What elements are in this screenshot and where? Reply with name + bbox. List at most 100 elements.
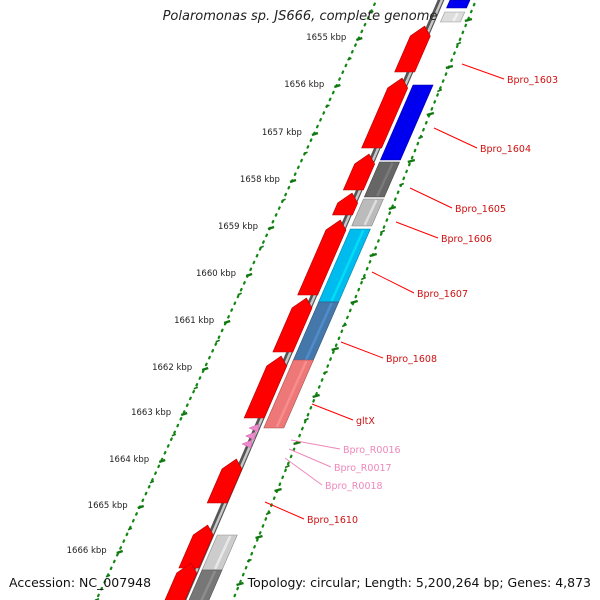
ruler-minor-tick bbox=[127, 527, 133, 531]
gene-bottom-dark[interactable] bbox=[187, 569, 223, 600]
ruler-tick-outer bbox=[303, 417, 309, 422]
label-leader-line bbox=[264, 501, 305, 520]
ruler-major-tick bbox=[289, 178, 297, 184]
gene-top-blue[interactable] bbox=[446, 0, 471, 9]
label-leader-line bbox=[461, 63, 505, 80]
label-leader-line bbox=[409, 187, 453, 209]
accession-text: Accession: NC_007948 bbox=[9, 575, 152, 590]
ruler-tick-outer bbox=[445, 64, 454, 70]
ruler-label: 1659 kbp bbox=[218, 222, 258, 232]
ruler-label: 1658 kbp bbox=[240, 175, 280, 185]
ruler-major-tick bbox=[267, 225, 275, 231]
ruler-tick-outer bbox=[398, 182, 405, 187]
gene-label: gltX bbox=[356, 416, 375, 427]
ruler-label: 1666 kbp bbox=[67, 546, 107, 556]
ruler-tick-outer bbox=[407, 158, 416, 164]
gene-label: Bpro_R0016 bbox=[343, 445, 401, 456]
gene-rna-R0016 bbox=[248, 423, 260, 433]
gene-cds-red-6[interactable] bbox=[272, 297, 313, 353]
ruler-tick-outer bbox=[350, 299, 359, 305]
ruler-tick-outer bbox=[322, 370, 328, 375]
ruler-tick-outer bbox=[341, 323, 347, 328]
gene-label: Bpro_1608 bbox=[386, 354, 437, 365]
ruler-minor-tick bbox=[347, 57, 352, 61]
ruler-tick-outer bbox=[456, 41, 462, 46]
ruler-minor-tick bbox=[237, 292, 242, 296]
ruler-minor-tick bbox=[171, 433, 177, 437]
label-leader-line bbox=[288, 448, 332, 468]
ruler-major-tick bbox=[223, 319, 231, 325]
ruler-label: 1661 kbp bbox=[174, 316, 214, 326]
ruler-label: 1664 kbp bbox=[109, 455, 149, 465]
ruler-tick-outer bbox=[464, 17, 473, 23]
ruler-label: 1660 kbp bbox=[196, 269, 236, 279]
gene-rna-R0017 bbox=[244, 431, 256, 441]
gene-label: Bpro_1610 bbox=[307, 515, 358, 526]
ruler-tick-outer bbox=[312, 393, 320, 399]
ruler-tick-outer bbox=[255, 534, 263, 540]
ruler-tick-outer bbox=[293, 440, 301, 446]
gene-label: Bpro_1604 bbox=[480, 144, 531, 155]
ruler-label: 1663 kbp bbox=[131, 408, 171, 418]
ruler-label: 1662 kbp bbox=[152, 363, 192, 373]
ruler-minor-tick bbox=[149, 480, 155, 484]
ruler-tick-outer bbox=[379, 229, 386, 234]
ruler-minor-tick bbox=[303, 151, 308, 155]
gene-cds-red-4[interactable] bbox=[332, 192, 359, 216]
ruler-tick-outer bbox=[236, 581, 244, 587]
gene-label: Bpro_R0017 bbox=[334, 463, 392, 474]
ruler-major-tick bbox=[137, 504, 145, 510]
ruler-tick-outer bbox=[369, 252, 378, 258]
ruler-minor-tick bbox=[215, 339, 221, 343]
ruler-tick-outer bbox=[417, 135, 424, 140]
gene-label: Bpro_1606 bbox=[441, 234, 492, 245]
gene-1604[interactable] bbox=[379, 84, 434, 161]
ruler-major-tick bbox=[180, 411, 188, 417]
gene-cds-red-10[interactable] bbox=[163, 562, 198, 600]
gene-cds-1603[interactable] bbox=[394, 25, 431, 73]
gene-1605[interactable] bbox=[363, 161, 400, 198]
ruler-minor-tick bbox=[105, 574, 111, 578]
ruler-tick-outer bbox=[331, 346, 339, 352]
ruler-minor-tick bbox=[259, 245, 264, 249]
map-title: Polaromonas sp. JS666, complete genome bbox=[162, 9, 438, 24]
gene-cds-1610[interactable] bbox=[206, 458, 243, 504]
label-leader-line bbox=[395, 221, 439, 239]
topology-text: Topology: circular; Length: 5,200,264 bp… bbox=[247, 575, 591, 590]
ruler-tick-outer bbox=[246, 558, 252, 563]
ruler-label: 1655 kbp bbox=[306, 33, 346, 43]
gene-label: Bpro_1603 bbox=[507, 75, 558, 86]
ruler-tick-outer bbox=[388, 205, 397, 211]
ruler-label: 1665 kbp bbox=[88, 501, 128, 511]
ruler-tick-outer bbox=[437, 88, 443, 93]
ruler-tick-outer bbox=[265, 511, 271, 516]
label-leader-line bbox=[290, 439, 341, 450]
gene-gltX[interactable] bbox=[263, 359, 314, 429]
ruler-tick-outer bbox=[284, 464, 290, 469]
ruler-dotted-line-outer bbox=[231, 0, 478, 600]
gene-cds-red-3[interactable] bbox=[342, 153, 375, 191]
gene-rna-R0018 bbox=[241, 439, 253, 449]
gene-cds-red-5[interactable] bbox=[297, 219, 347, 296]
ruler-major-tick bbox=[355, 36, 363, 42]
gene-cds-red-2[interactable] bbox=[361, 77, 409, 149]
ruler-major-tick bbox=[245, 272, 253, 278]
ruler-major-tick bbox=[333, 83, 341, 89]
gene-label: Bpro_R0018 bbox=[325, 481, 383, 492]
label-leader-line bbox=[433, 127, 478, 149]
ruler-minor-tick bbox=[281, 198, 286, 202]
ruler-minor-tick bbox=[369, 10, 374, 14]
label-leader-line bbox=[340, 341, 384, 359]
ruler-tick-outer bbox=[274, 487, 282, 493]
gene-cds-red-7[interactable] bbox=[243, 355, 288, 419]
label-leader-line bbox=[284, 457, 323, 486]
ruler-tick-outer bbox=[360, 276, 367, 281]
label-leader-line bbox=[311, 403, 354, 421]
gene-1606[interactable] bbox=[351, 198, 384, 227]
ruler-minor-tick bbox=[193, 386, 199, 390]
gene-top-grey[interactable] bbox=[439, 11, 466, 23]
gene-label: Bpro_1607 bbox=[417, 289, 468, 300]
ruler-major-tick bbox=[201, 366, 209, 372]
